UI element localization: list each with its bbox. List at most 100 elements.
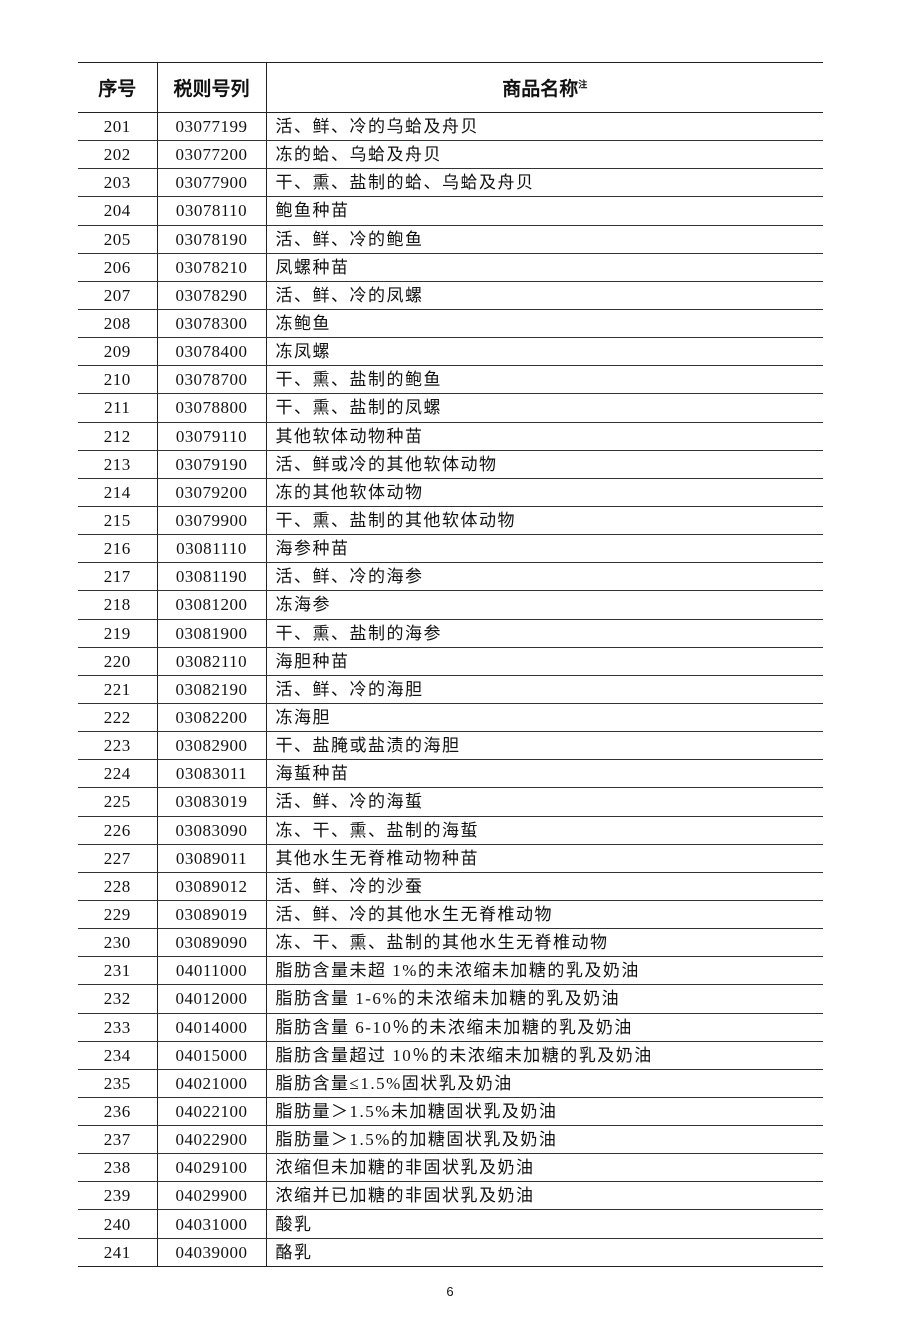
table-row: 229 03089019 活、鲜、冷的其他水生无脊椎动物 (78, 900, 823, 930)
cell-product-name: 冻海胆 (265, 703, 823, 733)
cell-product-name: 冻的其他软体动物 (265, 478, 823, 507)
table-row: 210 03078700 干、熏、盐制的鲍鱼 (78, 365, 823, 395)
table-row: 238 04029100 浓缩但未加糖的非固状乳及奶油 (78, 1153, 823, 1183)
cell-tariff-code: 03082190 (156, 675, 266, 704)
cell-product-name: 冻海参 (265, 590, 823, 620)
table-row: 227 03089011 其他水生无脊椎动物种苗 (78, 844, 823, 873)
cell-tariff-code: 04011000 (156, 956, 266, 986)
table-header-row: 序号 税则号列 商品名称注 (78, 62, 823, 113)
table-row: 233 04014000 脂肪含量 6-10％的未浓缩未加糖的乳及奶油 (78, 1013, 823, 1042)
cell-tariff-code: 03078800 (156, 393, 266, 423)
cell-tariff-code: 03079110 (156, 422, 266, 451)
tariff-table: 序号 税则号列 商品名称注 201 03077199 活、鲜、冷的乌蛤及舟贝 202 0… (78, 62, 823, 1267)
cell-seq: 202 (78, 140, 157, 170)
table-row: 231 04011000 脂肪含量未超 1%的未浓缩未加糖的乳及奶油 (78, 956, 823, 986)
cell-product-name: 脂肪含量 6-10％的未浓缩未加糖的乳及奶油 (265, 1013, 823, 1042)
cell-tariff-code: 03078290 (156, 281, 266, 310)
cell-tariff-code: 03081190 (156, 562, 266, 592)
table-row: 202 03077200 冻的蛤、乌蛤及舟贝 (78, 140, 823, 170)
cell-tariff-code: 04022100 (156, 1097, 266, 1127)
cell-tariff-code: 03077199 (156, 112, 266, 142)
cell-seq: 207 (78, 281, 157, 310)
cell-seq: 201 (78, 112, 157, 142)
cell-product-name: 干、熏、盐制的其他软体动物 (265, 506, 823, 536)
cell-tariff-code: 03083090 (156, 816, 266, 845)
cell-product-name: 活、鲜、冷的乌蛤及舟贝 (265, 112, 823, 142)
cell-product-name: 浓缩但未加糖的非固状乳及奶油 (265, 1153, 823, 1183)
table-row: 215 03079900 干、熏、盐制的其他软体动物 (78, 506, 823, 536)
table-row: 241 04039000 酪乳 (78, 1238, 823, 1267)
cell-seq: 206 (78, 253, 157, 282)
cell-product-name: 活、鲜、冷的海蜇 (265, 787, 823, 817)
cell-tariff-code: 03081110 (156, 534, 266, 564)
cell-seq: 239 (78, 1181, 157, 1211)
header-seq: 序号 (78, 62, 157, 113)
table-row: 225 03083019 活、鲜、冷的海蜇 (78, 787, 823, 817)
cell-seq: 230 (78, 928, 157, 958)
table-row: 219 03081900 干、熏、盐制的海参 (78, 619, 823, 648)
cell-tariff-code: 03081200 (156, 590, 266, 620)
cell-product-name: 干、熏、盐制的鲍鱼 (265, 365, 823, 395)
header-name: 商品名称注 (265, 62, 823, 113)
table-row: 228 03089012 活、鲜、冷的沙蚕 (78, 872, 823, 901)
cell-product-name: 其他软体动物种苗 (265, 422, 823, 451)
cell-seq: 214 (78, 478, 157, 507)
cell-seq: 208 (78, 309, 157, 339)
cell-product-name: 酪乳 (265, 1238, 823, 1267)
table-body: 201 03077199 活、鲜、冷的乌蛤及舟贝 202 03077200 冻的蛤、乌蛤及… (78, 112, 823, 1267)
cell-product-name: 鲍鱼种苗 (265, 196, 823, 226)
header-name-text: 商品名称 (502, 79, 579, 100)
cell-product-name: 干、熏、盐制的凤螺 (265, 393, 823, 423)
cell-product-name: 凤螺种苗 (265, 253, 823, 282)
cell-seq: 218 (78, 590, 157, 620)
table-row: 203 03077900 干、熏、盐制的蛤、乌蛤及舟贝 (78, 168, 823, 198)
cell-seq: 203 (78, 168, 157, 198)
cell-product-name: 冻凤螺 (265, 337, 823, 367)
table-row: 237 04022900 脂肪量＞1.5%的加糖固状乳及奶油 (78, 1125, 823, 1155)
cell-tariff-code: 03078300 (156, 309, 266, 339)
cell-tariff-code: 04039000 (156, 1238, 266, 1267)
cell-product-name: 脂肪含量超过 10％的未浓缩未加糖的乳及奶油 (265, 1041, 823, 1070)
cell-tariff-code: 03083011 (156, 759, 266, 789)
cell-tariff-code: 03078190 (156, 225, 266, 254)
cell-product-name: 活、鲜、冷的鲍鱼 (265, 225, 823, 254)
cell-seq: 216 (78, 534, 157, 564)
cell-seq: 232 (78, 984, 157, 1014)
table-row: 208 03078300 冻鲍鱼 (78, 309, 823, 339)
cell-seq: 210 (78, 365, 157, 395)
cell-tariff-code: 04029900 (156, 1181, 266, 1211)
cell-product-name: 干、熏、盐制的蛤、乌蛤及舟贝 (265, 168, 823, 198)
table-row: 201 03077199 活、鲜、冷的乌蛤及舟贝 (78, 112, 823, 142)
table-row: 214 03079200 冻的其他软体动物 (78, 478, 823, 507)
cell-tariff-code: 03089011 (156, 844, 266, 873)
cell-product-name: 活、鲜、冷的凤螺 (265, 281, 823, 310)
cell-product-name: 冻鲍鱼 (265, 309, 823, 339)
table-row: 230 03089090 冻、干、熏、盐制的其他水生无脊椎动物 (78, 928, 823, 958)
cell-tariff-code: 03078700 (156, 365, 266, 395)
table-row: 216 03081110 海参种苗 (78, 534, 823, 564)
table-row: 234 04015000 脂肪含量超过 10％的未浓缩未加糖的乳及奶油 (78, 1041, 823, 1070)
cell-seq: 221 (78, 675, 157, 704)
table-row: 207 03078290 活、鲜、冷的凤螺 (78, 281, 823, 310)
cell-seq: 241 (78, 1238, 157, 1267)
cell-tariff-code: 03078110 (156, 196, 266, 226)
cell-product-name: 脂肪含量 1-6%的未浓缩未加糖的乳及奶油 (265, 984, 823, 1014)
cell-tariff-code: 03089012 (156, 872, 266, 901)
table-row: 235 04021000 脂肪含量≤1.5%固状乳及奶油 (78, 1069, 823, 1098)
cell-seq: 224 (78, 759, 157, 789)
cell-seq: 220 (78, 647, 157, 676)
cell-seq: 212 (78, 422, 157, 451)
cell-tariff-code: 03082110 (156, 647, 266, 676)
cell-seq: 225 (78, 787, 157, 817)
cell-product-name: 活、鲜、冷的海胆 (265, 675, 823, 704)
cell-product-name: 活、鲜或冷的其他软体动物 (265, 450, 823, 479)
cell-tariff-code: 03079190 (156, 450, 266, 479)
cell-tariff-code: 04021000 (156, 1069, 266, 1098)
cell-seq: 209 (78, 337, 157, 367)
cell-seq: 229 (78, 900, 157, 930)
table-row: 223 03082900 干、盐腌或盐渍的海胆 (78, 731, 823, 761)
cell-product-name: 脂肪量＞1.5%未加糖固状乳及奶油 (265, 1097, 823, 1127)
cell-seq: 237 (78, 1125, 157, 1155)
cell-seq: 238 (78, 1153, 157, 1183)
cell-seq: 233 (78, 1013, 157, 1042)
